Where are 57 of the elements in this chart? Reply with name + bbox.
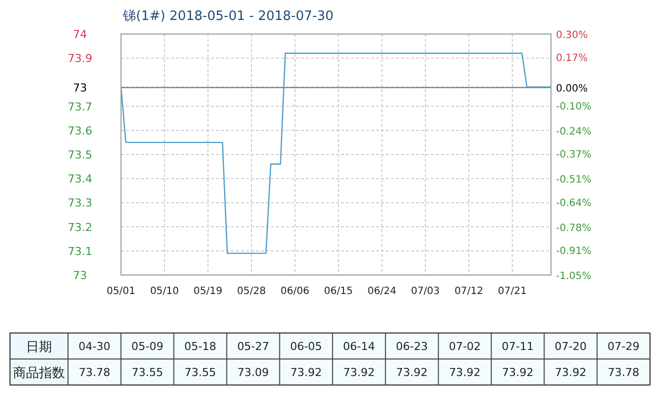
category-label: 05-18 xyxy=(184,340,216,353)
chart-title: 锑(1#) 2018-05-01 - 2018-07-30 xyxy=(122,9,334,24)
y2-tick-label: -0.10% xyxy=(556,101,592,112)
y2-tick-label: 0.30% xyxy=(556,30,588,41)
data-label: 73.78 xyxy=(608,366,640,379)
text: 日期 xyxy=(26,340,52,355)
category-label: 06-14 xyxy=(343,340,375,353)
category-label: 07-02 xyxy=(448,340,481,353)
x-tick-label: 07/03 xyxy=(410,286,440,297)
y-tick-label: 73.3 xyxy=(68,196,92,210)
category-label: 05-27 xyxy=(237,340,270,353)
line-series xyxy=(120,52,552,254)
x-tick-label: 05/10 xyxy=(150,286,179,297)
category-label: 07-20 xyxy=(554,340,587,353)
data-label: 73.55 xyxy=(184,366,216,379)
category-label: 07-29 xyxy=(608,340,640,353)
data-label: 73.92 xyxy=(290,366,322,379)
y2-tick-label: -0.24% xyxy=(556,126,592,138)
y2-tick-label: -0.91% xyxy=(556,246,592,258)
x-tick-label: 06/24 xyxy=(367,286,396,297)
y2-tick-label: -1.05% xyxy=(556,271,592,282)
data-label: 73.78 xyxy=(78,366,110,379)
y2-tick-label: -0.78% xyxy=(556,222,592,234)
y-tick-label: 73.4 xyxy=(68,172,92,186)
y2-tick-label: 0.17% xyxy=(556,53,588,64)
x-tick-label: 07/12 xyxy=(454,286,484,297)
data-label: 73.92 xyxy=(449,366,481,379)
category-label: 05-09 xyxy=(131,340,164,353)
x-tick-label: 05/19 xyxy=(194,286,222,297)
data-label: 73.92 xyxy=(343,366,375,379)
y-tick-label: 73.7 xyxy=(68,100,92,114)
x-tick-label: 06/06 xyxy=(280,286,310,297)
x-tick-label: 07/21 xyxy=(498,286,527,297)
data-label: 73.55 xyxy=(132,366,164,379)
x-tick-label: 05/28 xyxy=(237,286,266,297)
category-label: 07-11 xyxy=(502,340,534,353)
y-tick-label: 73.2 xyxy=(68,220,92,234)
x-tick-label: 06/15 xyxy=(324,286,353,297)
y2-tick-label: 0.00% xyxy=(556,84,588,95)
data-label: 73.09 xyxy=(237,366,269,379)
y-tick-label: 73.6 xyxy=(68,124,92,138)
y2-tick-label: -0.51% xyxy=(556,174,592,186)
y-tick-label: 73.5 xyxy=(68,148,92,162)
data-label: 73.92 xyxy=(396,366,428,379)
y-tick-label: 74 xyxy=(73,28,87,41)
text: 商品指数 xyxy=(13,366,65,381)
category-label: 04-30 xyxy=(78,340,110,353)
y-tick-label: 73 xyxy=(73,269,87,282)
x-tick-label: 05/01 xyxy=(106,286,136,297)
y2-tick-label: -0.37% xyxy=(556,150,592,161)
y-tick-label: 73.9 xyxy=(68,52,92,66)
y2-tick-label: -0.64% xyxy=(556,198,592,209)
category-label: 06-05 xyxy=(290,340,322,353)
data-label: 73.92 xyxy=(554,366,586,379)
data-label: 73.92 xyxy=(502,366,534,379)
y-tick-label: 73.1 xyxy=(68,244,92,258)
category-label: 06-23 xyxy=(396,340,428,353)
